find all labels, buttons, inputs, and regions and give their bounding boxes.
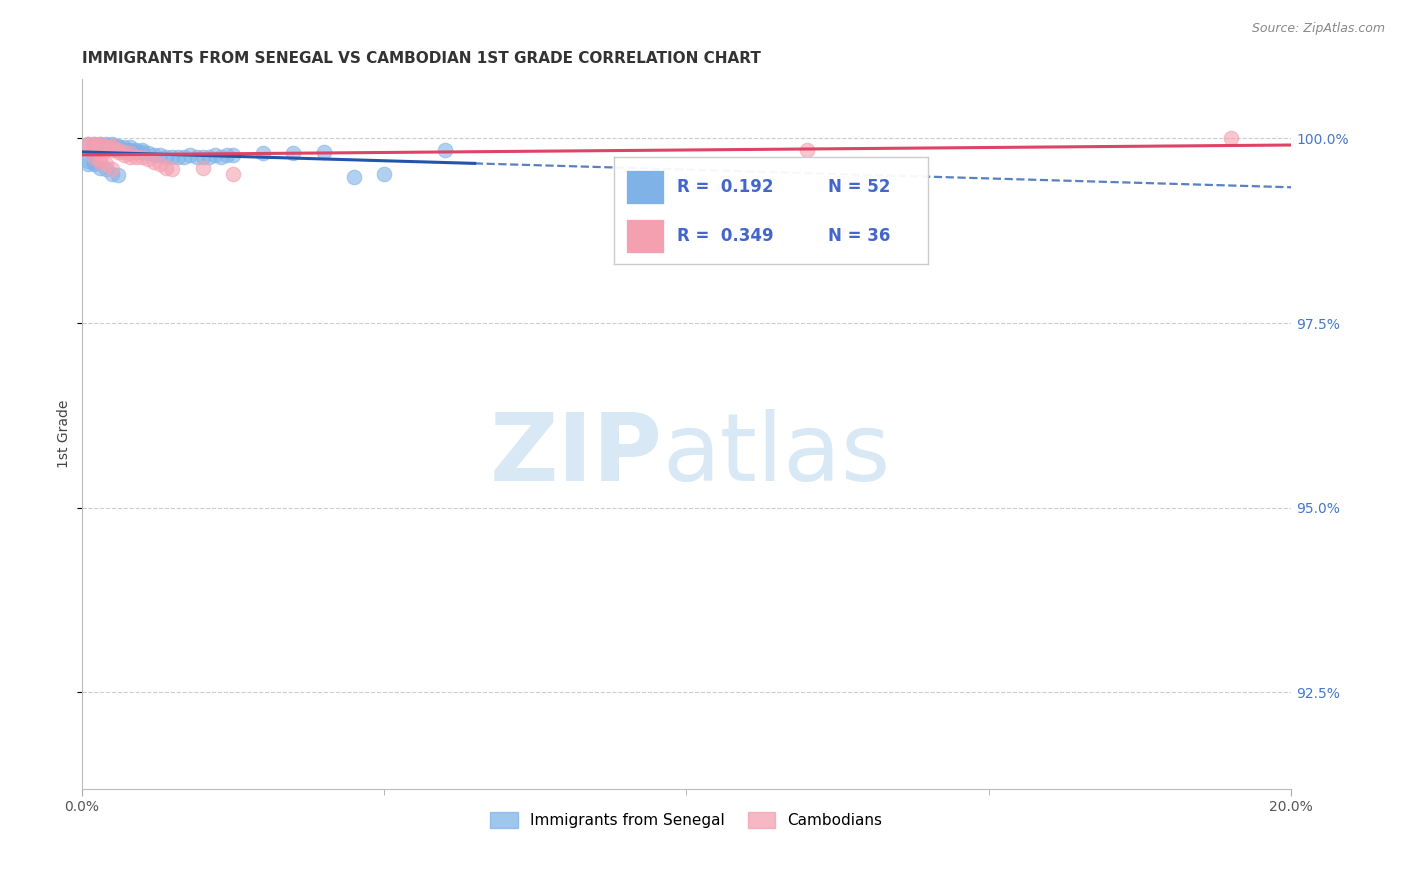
Legend: Immigrants from Senegal, Cambodians: Immigrants from Senegal, Cambodians (484, 805, 889, 834)
Point (191, 161, 214, 175)
Point (89, 138, 111, 153)
Point (162, 162, 184, 177)
Point (101, 138, 124, 153)
Point (76, 153, 98, 168)
Point (215, 147, 238, 161)
Point (209, 150, 232, 164)
Point (107, 143, 129, 157)
Point (89, 138, 111, 153)
Point (796, 143, 818, 157)
Text: atlas: atlas (662, 409, 890, 501)
Point (131, 150, 153, 164)
Point (89, 143, 111, 157)
Point (76, 138, 98, 153)
Point (89, 137, 111, 152)
Point (125, 143, 148, 157)
Point (222, 167, 245, 181)
Point (131, 145, 153, 159)
Point (112, 147, 135, 161)
Point (1219, 131, 1241, 145)
Point (136, 152, 159, 166)
Point (89, 155, 111, 169)
Point (433, 143, 456, 157)
Y-axis label: 1st Grade: 1st Grade (58, 400, 72, 468)
Point (83, 155, 105, 169)
Point (136, 146, 159, 161)
Point (112, 140, 135, 154)
Point (107, 143, 129, 157)
Point (101, 137, 124, 152)
Point (143, 147, 166, 161)
Point (107, 169, 129, 183)
Point (125, 145, 148, 159)
Point (173, 150, 195, 164)
Point (186, 150, 208, 164)
Point (112, 143, 135, 157)
Point (222, 147, 245, 161)
Point (197, 150, 219, 164)
Point (101, 140, 124, 154)
Point (89, 140, 111, 154)
Point (191, 150, 214, 164)
Point (112, 145, 135, 159)
Text: ZIP: ZIP (489, 409, 662, 501)
Point (94, 137, 117, 152)
Point (107, 145, 129, 159)
Point (143, 155, 166, 169)
Text: Source: ZipAtlas.com: Source: ZipAtlas.com (1251, 22, 1385, 36)
Point (83, 138, 105, 153)
Point (179, 147, 201, 161)
Point (101, 138, 124, 153)
Point (118, 146, 141, 161)
Point (94, 157, 117, 171)
Point (312, 145, 335, 159)
Point (343, 169, 366, 184)
Point (204, 147, 226, 161)
Point (94, 143, 117, 157)
Point (118, 143, 141, 157)
Point (94, 138, 117, 153)
Point (83, 157, 105, 171)
Text: IMMIGRANTS FROM SENEGAL VS CAMBODIAN 1ST GRADE CORRELATION CHART: IMMIGRANTS FROM SENEGAL VS CAMBODIAN 1ST… (82, 51, 761, 66)
Point (89, 161, 111, 175)
Point (83, 140, 105, 154)
Point (94, 138, 117, 153)
Point (101, 143, 124, 157)
Point (83, 137, 105, 152)
Point (83, 138, 105, 153)
Point (118, 150, 141, 164)
Point (101, 140, 124, 154)
Point (155, 150, 177, 164)
Point (107, 143, 129, 157)
Point (283, 146, 305, 161)
Point (167, 150, 190, 164)
Point (118, 140, 141, 154)
Point (107, 140, 129, 154)
Point (94, 162, 117, 177)
Point (94, 140, 117, 154)
Point (101, 167, 124, 181)
Point (162, 150, 184, 164)
Point (131, 143, 153, 157)
Point (76, 137, 98, 152)
Point (89, 152, 111, 166)
Point (83, 137, 105, 152)
Point (149, 157, 172, 171)
Point (149, 147, 172, 161)
Point (89, 137, 111, 152)
Point (125, 150, 148, 164)
Point (101, 162, 124, 177)
Point (155, 161, 177, 175)
Point (83, 150, 105, 164)
Point (373, 167, 395, 181)
Point (252, 146, 274, 161)
Point (76, 137, 98, 152)
Point (107, 138, 129, 153)
Point (76, 157, 98, 171)
